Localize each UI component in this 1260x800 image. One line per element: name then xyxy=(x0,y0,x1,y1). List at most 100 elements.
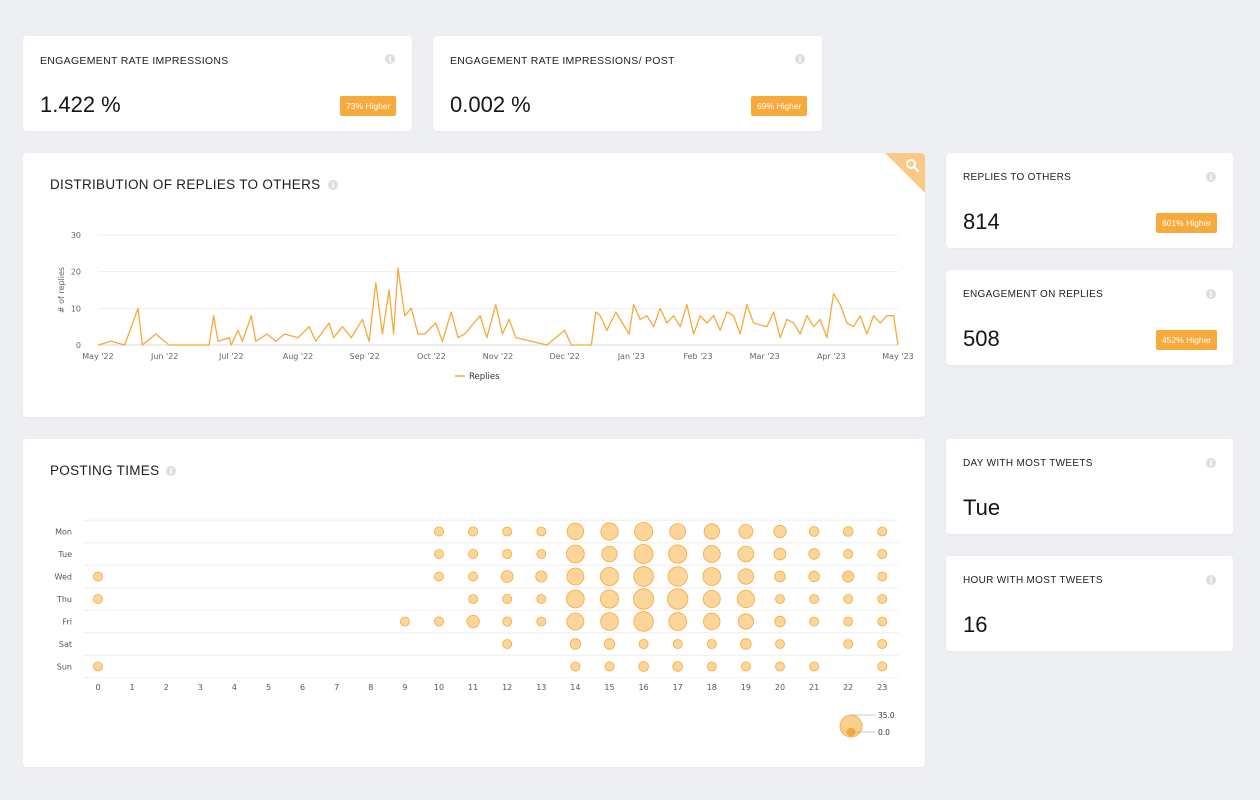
bubble xyxy=(706,661,717,672)
bubble xyxy=(737,568,755,585)
y-tick-label: 10 xyxy=(71,304,81,313)
bubble xyxy=(536,549,547,559)
bubble xyxy=(566,612,585,631)
bubble xyxy=(468,571,479,582)
x-tick-label: 11 xyxy=(468,683,478,692)
info-icon[interactable]: i xyxy=(385,54,395,64)
bubble xyxy=(468,526,479,537)
bubble xyxy=(600,589,620,609)
kpi-value: 508 xyxy=(963,326,1000,351)
info-icon[interactable]: i xyxy=(1206,289,1216,299)
bubble xyxy=(774,570,786,583)
bubble xyxy=(667,566,688,587)
kpi-card-engagement-rate-per-post: ENGAGEMENT RATE IMPRESSIONS/ POST i 0.00… xyxy=(433,36,822,131)
bubble xyxy=(877,639,888,649)
y-tick-label: Mon xyxy=(55,528,72,537)
bubble xyxy=(93,661,103,672)
bubble xyxy=(399,616,410,627)
bubble xyxy=(502,549,513,560)
info-icon[interactable]: i xyxy=(795,54,805,64)
kpi-card-replies-to-others: REPLIES TO OTHERS i 814 601% Higher xyxy=(946,153,1233,248)
bubble xyxy=(706,638,717,649)
bubble xyxy=(737,613,755,630)
bubble xyxy=(535,570,548,583)
x-tick-label: Jul '22 xyxy=(218,352,244,361)
bubble xyxy=(468,594,479,604)
x-tick-label: Dec '22 xyxy=(549,352,579,361)
y-tick-label: Sun xyxy=(57,663,72,672)
bubble xyxy=(808,548,820,560)
bubble xyxy=(566,544,585,564)
x-tick-label: 12 xyxy=(502,683,512,692)
bubble xyxy=(737,545,755,563)
distribution-panel: DISTRIBUTION OF REPLIES TO OTHERS i 0 10 2… xyxy=(23,153,925,417)
kpi-value: 1.422 % xyxy=(40,92,121,117)
y-tick-label: Wed xyxy=(55,573,72,582)
bubble xyxy=(601,545,618,563)
bubble xyxy=(843,594,854,604)
bubble xyxy=(633,611,654,632)
bubble xyxy=(843,549,854,560)
bubble xyxy=(877,549,888,560)
x-tick-label: 5 xyxy=(266,683,271,692)
kpi-title: REPLIES TO OTHERS xyxy=(963,172,1072,183)
kpi-card-day-with-most-tweets: DAY WITH MOST TWEETS i Tue xyxy=(946,439,1233,534)
bubble xyxy=(808,570,820,583)
bubble xyxy=(502,593,513,604)
y-tick-label: 20 xyxy=(71,268,81,277)
x-tick-label: 22 xyxy=(843,683,853,692)
bubble xyxy=(566,589,585,609)
x-tick-label: 16 xyxy=(639,683,649,692)
x-tick-label: Aug '22 xyxy=(283,352,314,361)
bubble xyxy=(672,639,683,649)
x-tick-label: Sep '22 xyxy=(350,352,380,361)
info-icon[interactable]: i xyxy=(1206,172,1216,182)
kpi-title: ENGAGEMENT ON REPLIES xyxy=(963,289,1104,300)
kpi-card-hour-with-most-tweets: HOUR WITH MOST TWEETS i 16 xyxy=(946,556,1233,651)
bubble xyxy=(842,570,855,583)
x-tick-label: Mar '23 xyxy=(750,352,780,361)
bubble xyxy=(775,594,785,604)
x-tick-label: 15 xyxy=(604,683,614,692)
x-tick-label: 18 xyxy=(707,683,717,692)
bubble xyxy=(93,571,103,582)
bubble xyxy=(877,661,888,672)
bubble xyxy=(638,661,649,672)
bubble xyxy=(809,616,819,627)
x-tick-label: 20 xyxy=(775,683,785,692)
bubble xyxy=(774,615,786,628)
kpi-card-engagement-rate: ENGAGEMENT RATE IMPRESSIONS i 1.422 % 73… xyxy=(23,36,412,131)
bubble xyxy=(500,570,514,583)
x-tick-label: 6 xyxy=(300,683,305,692)
bubble xyxy=(773,547,787,561)
search-icon[interactable] xyxy=(905,158,919,172)
bubble xyxy=(775,639,785,649)
x-tick-label: 0 xyxy=(95,683,100,692)
x-tick-label: 3 xyxy=(198,683,203,692)
bubble xyxy=(466,614,480,629)
bubble xyxy=(702,545,721,563)
kpi-title: ENGAGEMENT RATE IMPRESSIONS/ POST xyxy=(450,55,675,67)
bubble xyxy=(433,616,444,627)
bubble xyxy=(434,549,444,559)
bubble xyxy=(740,661,751,672)
bubble xyxy=(668,544,688,564)
bubble xyxy=(93,594,103,604)
comparison-badge: 69% Higher xyxy=(751,96,808,116)
info-icon[interactable]: i xyxy=(1206,458,1216,468)
info-icon[interactable]: i xyxy=(1206,575,1216,585)
bubble xyxy=(668,612,687,631)
bubble xyxy=(536,616,547,627)
bubble xyxy=(536,526,547,537)
info-icon[interactable]: i xyxy=(166,466,176,476)
bubble xyxy=(468,549,479,560)
kpi-value: 814 xyxy=(963,209,1000,234)
bubble xyxy=(703,612,721,631)
bubble xyxy=(843,639,854,649)
x-tick-label: 4 xyxy=(232,683,237,692)
info-icon[interactable]: i xyxy=(328,180,338,190)
bubble xyxy=(843,616,854,627)
x-tick-label: 8 xyxy=(368,683,373,692)
bubble xyxy=(570,661,581,672)
x-tick-label: Jan '23 xyxy=(617,352,645,361)
